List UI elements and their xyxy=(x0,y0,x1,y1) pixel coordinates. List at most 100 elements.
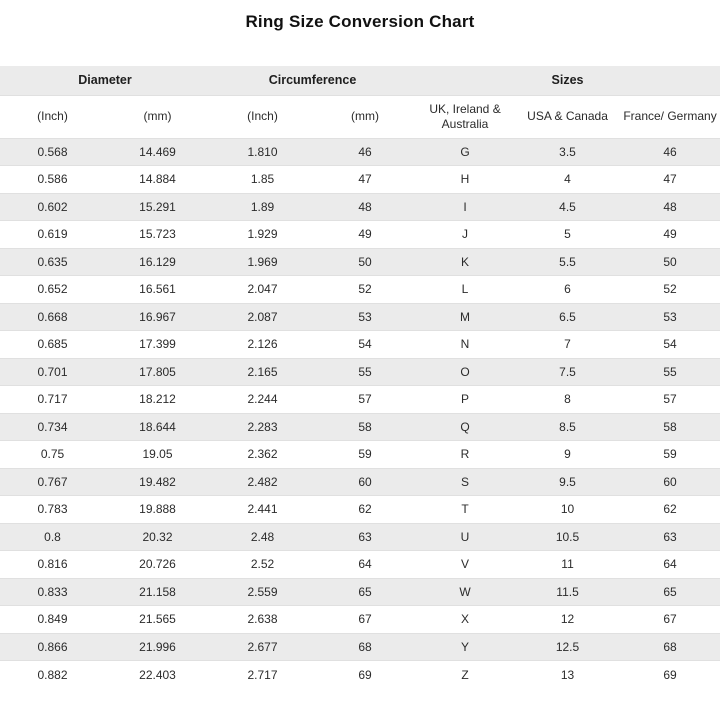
table-row: 0.849 21.565 2.638 67 X 12 67 xyxy=(0,605,720,633)
table-cell: 15.723 xyxy=(139,227,176,242)
table-row: 0.717 18.212 2.244 57 P 8 57 xyxy=(0,385,720,413)
table-cell: 0.652 xyxy=(37,282,68,297)
table-row: 0.568 14.469 1.810 46 G 3.5 46 xyxy=(0,138,720,166)
table-cell: 2.717 xyxy=(247,667,278,682)
table-cell: 22.403 xyxy=(139,667,176,682)
table-cell: Y xyxy=(461,639,470,654)
table-cell: 49 xyxy=(663,227,677,242)
table-cell: Z xyxy=(461,667,469,682)
table-cell: 18.644 xyxy=(139,419,176,434)
table-cell: 55 xyxy=(663,364,677,379)
table-cell: 6 xyxy=(564,282,571,297)
table-row: 0.602 15.291 1.89 48 I 4.5 48 xyxy=(0,193,720,221)
table-cell: 5.5 xyxy=(559,254,576,269)
table-cell: 21.565 xyxy=(139,612,176,627)
table-cell: 0.701 xyxy=(37,364,68,379)
table-cell: 57 xyxy=(358,392,372,407)
table-cell: 14.469 xyxy=(139,144,176,159)
table-cell: 9 xyxy=(564,447,571,462)
table-cell: 21.996 xyxy=(139,639,176,654)
table-cell: I xyxy=(463,199,467,214)
table-cell: 18.212 xyxy=(139,392,176,407)
table-cell: 68 xyxy=(663,639,677,654)
table-cell: 55 xyxy=(358,364,372,379)
table-cell: 57 xyxy=(663,392,677,407)
table-cell: 16.129 xyxy=(139,254,176,269)
table-cell: 1.810 xyxy=(247,144,278,159)
table-cell: 46 xyxy=(663,144,677,159)
table-cell: 7 xyxy=(564,337,571,352)
table-cell: 16.967 xyxy=(139,309,176,324)
table-cell: 50 xyxy=(358,254,372,269)
table-cell: 0.767 xyxy=(37,474,68,489)
table-cell: 0.635 xyxy=(37,254,68,269)
table-cell: 65 xyxy=(663,584,677,599)
table-cell: 2.482 xyxy=(247,474,278,489)
table-cell: 62 xyxy=(663,502,677,517)
table-cell: U xyxy=(460,529,470,544)
table-cell: 2.362 xyxy=(247,447,278,462)
table-cell: 10.5 xyxy=(555,529,580,544)
table-body: 0.568 14.469 1.810 46 G 3.5 46 0.586 14.884 1.85 4… xyxy=(0,138,720,688)
table-cell: 13 xyxy=(560,667,575,682)
col-header-usa-canada: USA & Canada xyxy=(515,95,621,138)
table-cell: 19.482 xyxy=(139,474,176,489)
table-cell: 1.969 xyxy=(247,254,278,269)
table-cell: 49 xyxy=(358,227,372,242)
table-cell: S xyxy=(461,474,470,489)
table-cell: 59 xyxy=(358,447,372,462)
table-cell: H xyxy=(460,172,470,187)
table-cell: 54 xyxy=(358,337,372,352)
table-cell: 64 xyxy=(358,557,372,572)
table-cell: 0.8 xyxy=(44,529,61,544)
table-cell: 2.244 xyxy=(247,392,278,407)
table-cell: J xyxy=(462,227,469,242)
table-cell: 2.559 xyxy=(247,584,278,599)
table-cell: 62 xyxy=(358,502,372,517)
table-cell: 2.52 xyxy=(250,557,275,572)
table-cell: 8 xyxy=(564,392,571,407)
table-cell: 17.399 xyxy=(139,337,176,352)
table-cell: 7.5 xyxy=(559,364,576,379)
table-cell: 12.5 xyxy=(555,639,580,654)
group-header-row: Diameter Circumference Sizes xyxy=(0,66,720,95)
table-cell: 65 xyxy=(358,584,372,599)
table-cell: 0.882 xyxy=(37,667,68,682)
table-cell: 19.888 xyxy=(139,502,176,517)
col-header-france-germany: France/ Germany xyxy=(620,95,720,138)
group-header-sizes: Sizes xyxy=(415,66,720,95)
table-cell: 50 xyxy=(663,254,677,269)
table-cell: 53 xyxy=(358,309,372,324)
table-cell: 1.929 xyxy=(247,227,278,242)
table-cell: 63 xyxy=(358,529,372,544)
table-cell: 0.685 xyxy=(37,337,68,352)
table-cell: 0.849 xyxy=(37,612,68,627)
table-row: 0.668 16.967 2.087 53 M 6.5 53 xyxy=(0,303,720,331)
table-cell: 20.726 xyxy=(139,557,176,572)
table-cell: 2.638 xyxy=(247,612,278,627)
table-cell: 0.75 xyxy=(40,447,65,462)
table-cell: 69 xyxy=(663,667,677,682)
group-header-circumference: Circumference xyxy=(210,66,416,95)
table-cell: 2.677 xyxy=(247,639,278,654)
group-header-diameter: Diameter xyxy=(0,66,210,95)
table-cell: 0.668 xyxy=(37,309,68,324)
table-cell: 2.165 xyxy=(247,364,278,379)
table-cell: 0.816 xyxy=(37,557,68,572)
table-cell: 21.158 xyxy=(139,584,176,599)
table-cell: 69 xyxy=(358,667,372,682)
table-cell: 9.5 xyxy=(559,474,576,489)
table-cell: P xyxy=(461,392,470,407)
table-cell: 4.5 xyxy=(559,199,576,214)
table-cell: 17.805 xyxy=(139,364,176,379)
table-cell: 58 xyxy=(663,419,677,434)
table-cell: 60 xyxy=(663,474,677,489)
table-cell: V xyxy=(461,557,470,572)
table-cell: 68 xyxy=(358,639,372,654)
ring-size-conversion-table: Diameter Circumference Sizes (Inch) (mm)… xyxy=(0,66,720,688)
table-cell: 67 xyxy=(358,612,372,627)
table-cell: 64 xyxy=(663,557,677,572)
col-header-uk-ireland-australia: UK, Ireland & Australia xyxy=(415,95,516,138)
table-row: 0.783 19.888 2.441 62 T 10 62 xyxy=(0,495,720,523)
table-cell: L xyxy=(461,282,469,297)
